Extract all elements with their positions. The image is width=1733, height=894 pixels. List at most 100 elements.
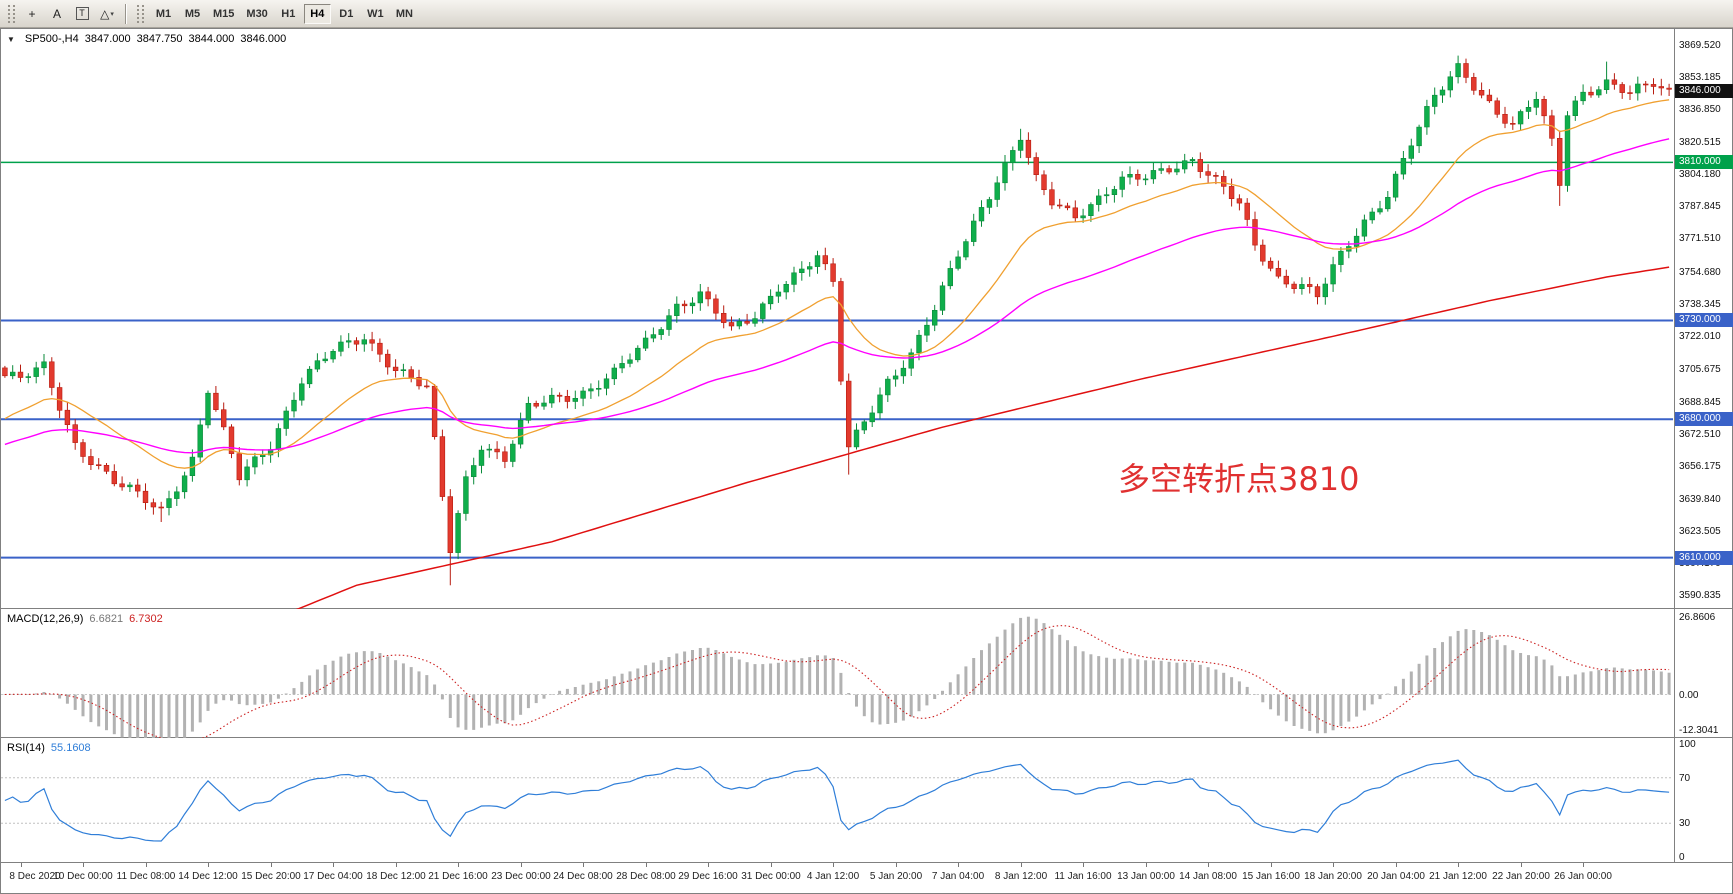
time-axis-tick [1146,863,1147,867]
time-axis-label: 17 Dec 04:00 [303,871,363,882]
timeframe-button-mn[interactable]: MN [391,4,418,24]
time-axis-tick [1271,863,1272,867]
ma-mid-line [4,138,1670,454]
rsi-axis-label: 30 [1679,818,1691,829]
macd-axis[interactable]: 26.8606 0.00 -12.3041 [1674,609,1732,737]
time-axis-tick [458,863,459,867]
toolbar-grip[interactable] [8,4,15,23]
rsi-axis[interactable]: 100 70 30 0 [1674,738,1732,863]
macd-signal-line [4,625,1670,738]
time-axis-tick [1333,863,1334,867]
time-axis-label: 8 Dec 2020 [9,871,61,882]
time-axis[interactable]: 8 Dec 2020 10 Dec 00:00 11 Dec 08:00 14 Dec… [1,863,1732,893]
symbol-ohlc-header: ▼ SP500-,H4 3847.000 3847.750 3844.000 3… [7,33,286,45]
time-axis-label: 20 Jan 04:00 [1367,871,1425,882]
price-axis-label: 3787.845 [1679,201,1721,212]
price-axis[interactable]: 3869.520 3853.185 3836.850 3820.515 3804.180… [1674,29,1733,608]
time-axis-tick [1521,863,1522,867]
time-axis-label: 28 Dec 08:00 [616,871,676,882]
time-axis-tick [333,863,334,867]
price-axis-label: 3771.510 [1679,233,1721,244]
time-axis-tick [271,863,272,867]
label-tool-button[interactable]: T [70,3,94,25]
time-axis-tick [1583,863,1584,867]
level-price-tag: 3680.000 [1675,412,1733,426]
macd-panel: MACD(12,26,9) 6.6821 6.7302 26.8606 0.00 -… [1,609,1732,738]
timeframe-toolbar: M1 M5 M15 M30 H1 H4 D1 W1 MN [149,3,419,24]
time-axis-tick [21,863,22,867]
symbol-title: SP500-,H4 [24,33,79,45]
time-axis-label: 23 Dec 00:00 [491,871,551,882]
time-axis-label: 22 Jan 20:00 [1492,871,1550,882]
price-axis-label: 3853.185 [1679,72,1721,83]
timeframe-button-w1[interactable]: W1 [362,4,389,24]
crosshair-tool-button[interactable]: + [20,3,44,25]
shapes-tool-button[interactable]: △ ▾ [95,3,119,25]
price-axis-label: 3754.680 [1679,267,1721,278]
rsi-chart-canvas[interactable] [1,738,1673,863]
level-price-tag: 3730.000 [1675,313,1733,327]
chart-annotation-text[interactable]: 多空转折点3810 [1118,460,1359,498]
timeframe-button-h1[interactable]: H1 [275,4,302,24]
time-axis-label: 11 Dec 08:00 [116,871,176,882]
time-axis-tick [708,863,709,867]
time-axis-label: 18 Dec 12:00 [366,871,426,882]
price-chart-canvas[interactable]: 多空转折点3810 [1,29,1673,609]
timeframe-button-h4[interactable]: H4 [303,3,331,24]
ohlc-low: 3844.000 [188,33,235,45]
time-axis-label: 13 Jan 00:00 [1117,871,1175,882]
price-axis-label: 3656.175 [1679,461,1721,472]
toolbar-separator [125,3,127,24]
level-price-tag: 3610.000 [1675,551,1733,565]
price-axis-label: 3869.520 [1679,40,1721,51]
text-tool-button[interactable]: A [45,3,69,25]
level-price-tag: 3810.000 [1675,155,1733,169]
time-axis-tick [83,863,84,867]
ohlc-close: 3846.000 [240,33,287,45]
time-axis-label: 15 Dec 20:00 [241,871,301,882]
time-axis-label: 14 Dec 12:00 [178,871,238,882]
time-axis-tick [1021,863,1022,867]
time-axis-tick [1458,863,1459,867]
timeframe-toolbar-grip[interactable] [137,4,144,23]
time-axis-label: 29 Dec 16:00 [678,871,738,882]
timeframe-button-m1[interactable]: M1 [150,4,177,24]
time-axis-label: 21 Jan 12:00 [1429,871,1487,882]
timeframe-button-m30[interactable]: M30 [241,4,272,24]
time-axis-label: 15 Jan 16:00 [1242,871,1300,882]
chevron-down-icon: ▾ [110,10,114,18]
macd-chart-canvas[interactable] [1,609,1673,738]
price-axis-label: 3820.515 [1679,137,1721,148]
rsi-axis-label: 100 [1679,739,1696,750]
macd-header: MACD(12,26,9) 6.6821 6.7302 [7,613,163,625]
rsi-value: 55.1608 [50,742,91,754]
rsi-line [4,759,1670,842]
time-axis-tick [958,863,959,867]
price-axis-label: 3738.345 [1679,299,1721,310]
toolbar: + A T △ ▾ M1 M5 M15 M30 H1 H4 D1 W1 MN [0,0,1733,28]
timeframe-button-d1[interactable]: D1 [333,4,360,24]
time-axis-label: 31 Dec 00:00 [741,871,801,882]
current-price-tag: 3846.000 [1675,84,1733,98]
time-axis-label: 14 Jan 08:00 [1179,871,1237,882]
rsi-label: RSI(14) [7,742,45,754]
ohlc-open: 3847.000 [84,33,131,45]
timeframe-button-m15[interactable]: M15 [208,4,239,24]
price-axis-label: 3705.675 [1679,364,1721,375]
time-axis-tick [583,863,584,867]
macd-histogram [3,616,1671,738]
timeframe-button-m5[interactable]: M5 [179,4,206,24]
rsi-panel: RSI(14) 55.1608 100 70 30 0 [1,738,1732,863]
price-axis-label: 3590.835 [1679,590,1721,601]
one-click-trading-arrow-icon[interactable]: ▼ [7,34,15,44]
time-axis-label: 4 Jan 12:00 [806,871,860,882]
chart-window: ▼ SP500-,H4 3847.000 3847.750 3844.000 3… [0,28,1733,894]
time-axis-label: 26 Jan 00:00 [1554,871,1612,882]
time-axis-label: 21 Dec 16:00 [428,871,488,882]
time-axis-tick [521,863,522,867]
macd-label: MACD(12,26,9) [7,613,84,625]
crosshair-icon: + [28,6,36,21]
time-axis-tick [146,863,147,867]
ma-slow-line [295,266,1670,609]
